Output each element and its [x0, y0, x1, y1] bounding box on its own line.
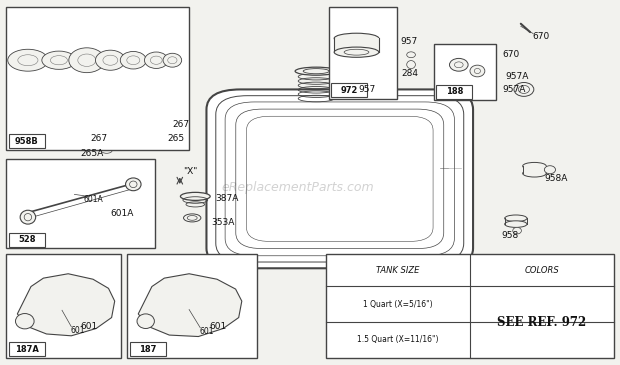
Text: 284: 284: [402, 69, 418, 77]
Text: 1 Quart (X=5/16"): 1 Quart (X=5/16"): [363, 300, 432, 309]
Text: 601: 601: [209, 322, 226, 331]
Text: 188: 188: [446, 88, 463, 96]
Text: 957A: 957A: [502, 85, 526, 94]
Text: 601: 601: [81, 322, 98, 331]
Ellipse shape: [505, 215, 527, 222]
Ellipse shape: [523, 170, 546, 177]
Ellipse shape: [407, 61, 415, 69]
Ellipse shape: [20, 210, 36, 224]
Text: 265: 265: [167, 134, 185, 143]
Ellipse shape: [156, 120, 166, 128]
Ellipse shape: [407, 52, 415, 58]
Ellipse shape: [144, 52, 168, 69]
Text: 265A: 265A: [81, 149, 104, 158]
FancyBboxPatch shape: [206, 89, 473, 268]
Ellipse shape: [101, 147, 112, 153]
Text: 957: 957: [400, 38, 417, 46]
Bar: [127, 254, 257, 358]
Ellipse shape: [16, 314, 34, 329]
Ellipse shape: [120, 51, 146, 69]
Bar: [6, 254, 121, 358]
Bar: [434, 44, 496, 100]
Bar: [329, 7, 397, 99]
Bar: [436, 85, 472, 99]
Bar: [523, 166, 546, 173]
Text: 972: 972: [340, 86, 358, 95]
Text: 601A: 601A: [110, 209, 134, 218]
Ellipse shape: [125, 178, 141, 191]
Ellipse shape: [513, 227, 521, 234]
Ellipse shape: [334, 47, 379, 57]
Polygon shape: [17, 274, 115, 336]
Text: 267: 267: [172, 120, 190, 128]
Bar: [326, 254, 614, 358]
Text: 601: 601: [70, 326, 85, 335]
Text: 958A: 958A: [544, 174, 568, 183]
Bar: [6, 7, 189, 150]
Text: SEE REF. 972: SEE REF. 972: [497, 316, 587, 329]
Bar: [6, 159, 155, 248]
Text: eReplacementParts.com: eReplacementParts.com: [221, 181, 374, 195]
Ellipse shape: [69, 48, 105, 73]
Text: 670: 670: [532, 32, 549, 41]
Ellipse shape: [155, 134, 162, 141]
Text: TANK SIZE: TANK SIZE: [376, 266, 419, 274]
Ellipse shape: [180, 192, 210, 200]
Polygon shape: [138, 274, 242, 337]
Ellipse shape: [137, 314, 154, 328]
Text: 1.5 Quart (X=11/16"): 1.5 Quart (X=11/16"): [357, 335, 438, 345]
Text: 958: 958: [501, 231, 518, 240]
Bar: [331, 83, 367, 97]
Text: 670: 670: [502, 50, 520, 59]
Ellipse shape: [126, 131, 140, 138]
Text: COLORS: COLORS: [525, 266, 559, 274]
Ellipse shape: [42, 51, 76, 69]
Ellipse shape: [295, 67, 337, 75]
Text: 958B: 958B: [15, 137, 38, 146]
Text: 187A: 187A: [15, 345, 38, 354]
Ellipse shape: [514, 82, 534, 96]
Ellipse shape: [505, 221, 527, 227]
Text: 601A: 601A: [83, 195, 103, 204]
Text: 387A: 387A: [216, 195, 239, 203]
Bar: [9, 233, 45, 247]
Ellipse shape: [184, 214, 201, 222]
Ellipse shape: [334, 33, 379, 43]
Ellipse shape: [163, 53, 182, 67]
Ellipse shape: [470, 65, 485, 77]
Bar: [9, 342, 45, 356]
Text: 187: 187: [139, 345, 156, 354]
Bar: [9, 134, 45, 148]
Text: 957A: 957A: [505, 72, 529, 81]
Ellipse shape: [523, 162, 546, 170]
Bar: [334, 38, 379, 52]
Text: 957: 957: [358, 85, 376, 94]
Bar: [130, 342, 166, 356]
Ellipse shape: [7, 49, 48, 71]
Ellipse shape: [544, 166, 556, 174]
Text: "X": "X": [183, 167, 197, 176]
Ellipse shape: [95, 50, 125, 70]
Text: 353A: 353A: [211, 218, 234, 227]
Ellipse shape: [450, 58, 468, 71]
Text: 601: 601: [199, 327, 214, 336]
Text: 528: 528: [18, 235, 35, 244]
Text: 267: 267: [90, 134, 107, 143]
